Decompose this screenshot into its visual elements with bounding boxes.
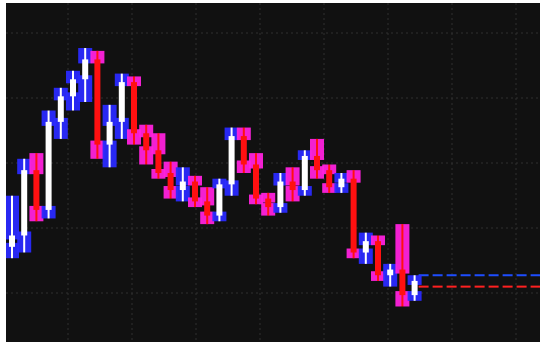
price-levels	[418, 274, 540, 288]
candle-body	[131, 82, 137, 134]
candle-body	[179, 181, 186, 191]
candle-down	[29, 153, 44, 222]
candle-body	[228, 136, 235, 185]
candle-body	[387, 269, 394, 276]
candle-body	[45, 121, 52, 210]
candle-down	[163, 161, 178, 199]
candle-body	[265, 198, 272, 208]
candle-body	[277, 181, 284, 208]
candle-down	[151, 133, 166, 179]
candle-body	[94, 59, 101, 145]
candle-down	[285, 167, 300, 202]
candle-up	[114, 73, 129, 139]
candle-body	[33, 170, 40, 210]
candle-body	[70, 79, 76, 97]
candlestick-chart	[6, 3, 540, 342]
candle-body	[253, 164, 259, 199]
candle-up	[297, 150, 312, 196]
candle-body	[143, 133, 150, 151]
candle-body	[350, 178, 357, 253]
candle-down	[310, 138, 324, 179]
candle-body	[326, 170, 333, 188]
candle-up	[102, 104, 117, 168]
candle-down	[139, 124, 154, 165]
candle-body	[155, 150, 162, 173]
candles	[6, 48, 422, 307]
candle-body	[57, 96, 64, 122]
candle-body	[9, 235, 15, 247]
chart-frame	[6, 3, 540, 342]
candle-up	[53, 87, 68, 139]
candle-up	[224, 127, 239, 196]
candle-up	[407, 275, 422, 301]
candle-body	[411, 280, 418, 296]
candle-down	[249, 153, 263, 205]
candle-up	[358, 232, 373, 264]
candle-body	[240, 136, 247, 165]
candle-up	[273, 173, 288, 213]
candle-up	[175, 167, 190, 202]
candle-down	[200, 187, 215, 225]
candle-up	[383, 263, 398, 287]
candle-body	[82, 59, 89, 80]
candle-body	[338, 178, 345, 188]
candle-body	[192, 181, 198, 202]
candle-body	[399, 269, 406, 296]
candle-up	[41, 110, 56, 219]
candle-body	[118, 82, 125, 122]
candle-body	[204, 201, 211, 216]
candle-down	[261, 192, 276, 216]
candle-up	[17, 158, 32, 253]
candle-down	[188, 175, 202, 208]
candle-body	[314, 155, 320, 171]
candle-down	[127, 76, 141, 145]
candle-body	[216, 184, 223, 216]
candle-down	[395, 224, 410, 307]
candle-body	[375, 241, 381, 276]
candle-up	[334, 173, 349, 193]
candle-up	[6, 195, 19, 259]
candle-body	[362, 241, 369, 253]
candle-body	[167, 173, 174, 191]
candle-body	[301, 155, 308, 191]
candle-body	[289, 181, 296, 191]
candle-body	[21, 170, 28, 236]
candle-down	[371, 235, 385, 281]
candle-down	[90, 50, 105, 159]
candle-down	[322, 164, 337, 193]
candle-up	[78, 48, 93, 102]
candle-up	[66, 70, 80, 111]
candle-up	[212, 178, 227, 222]
chart-grid	[6, 3, 540, 342]
candle-down	[346, 170, 361, 259]
candle-body	[106, 121, 113, 145]
candle-down	[236, 127, 251, 173]
